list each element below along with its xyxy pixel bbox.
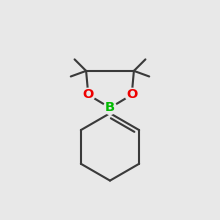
Circle shape [82,88,95,101]
Text: O: O [126,88,137,101]
Text: B: B [105,101,115,114]
Circle shape [103,101,117,114]
Circle shape [125,88,138,101]
Text: O: O [83,88,94,101]
